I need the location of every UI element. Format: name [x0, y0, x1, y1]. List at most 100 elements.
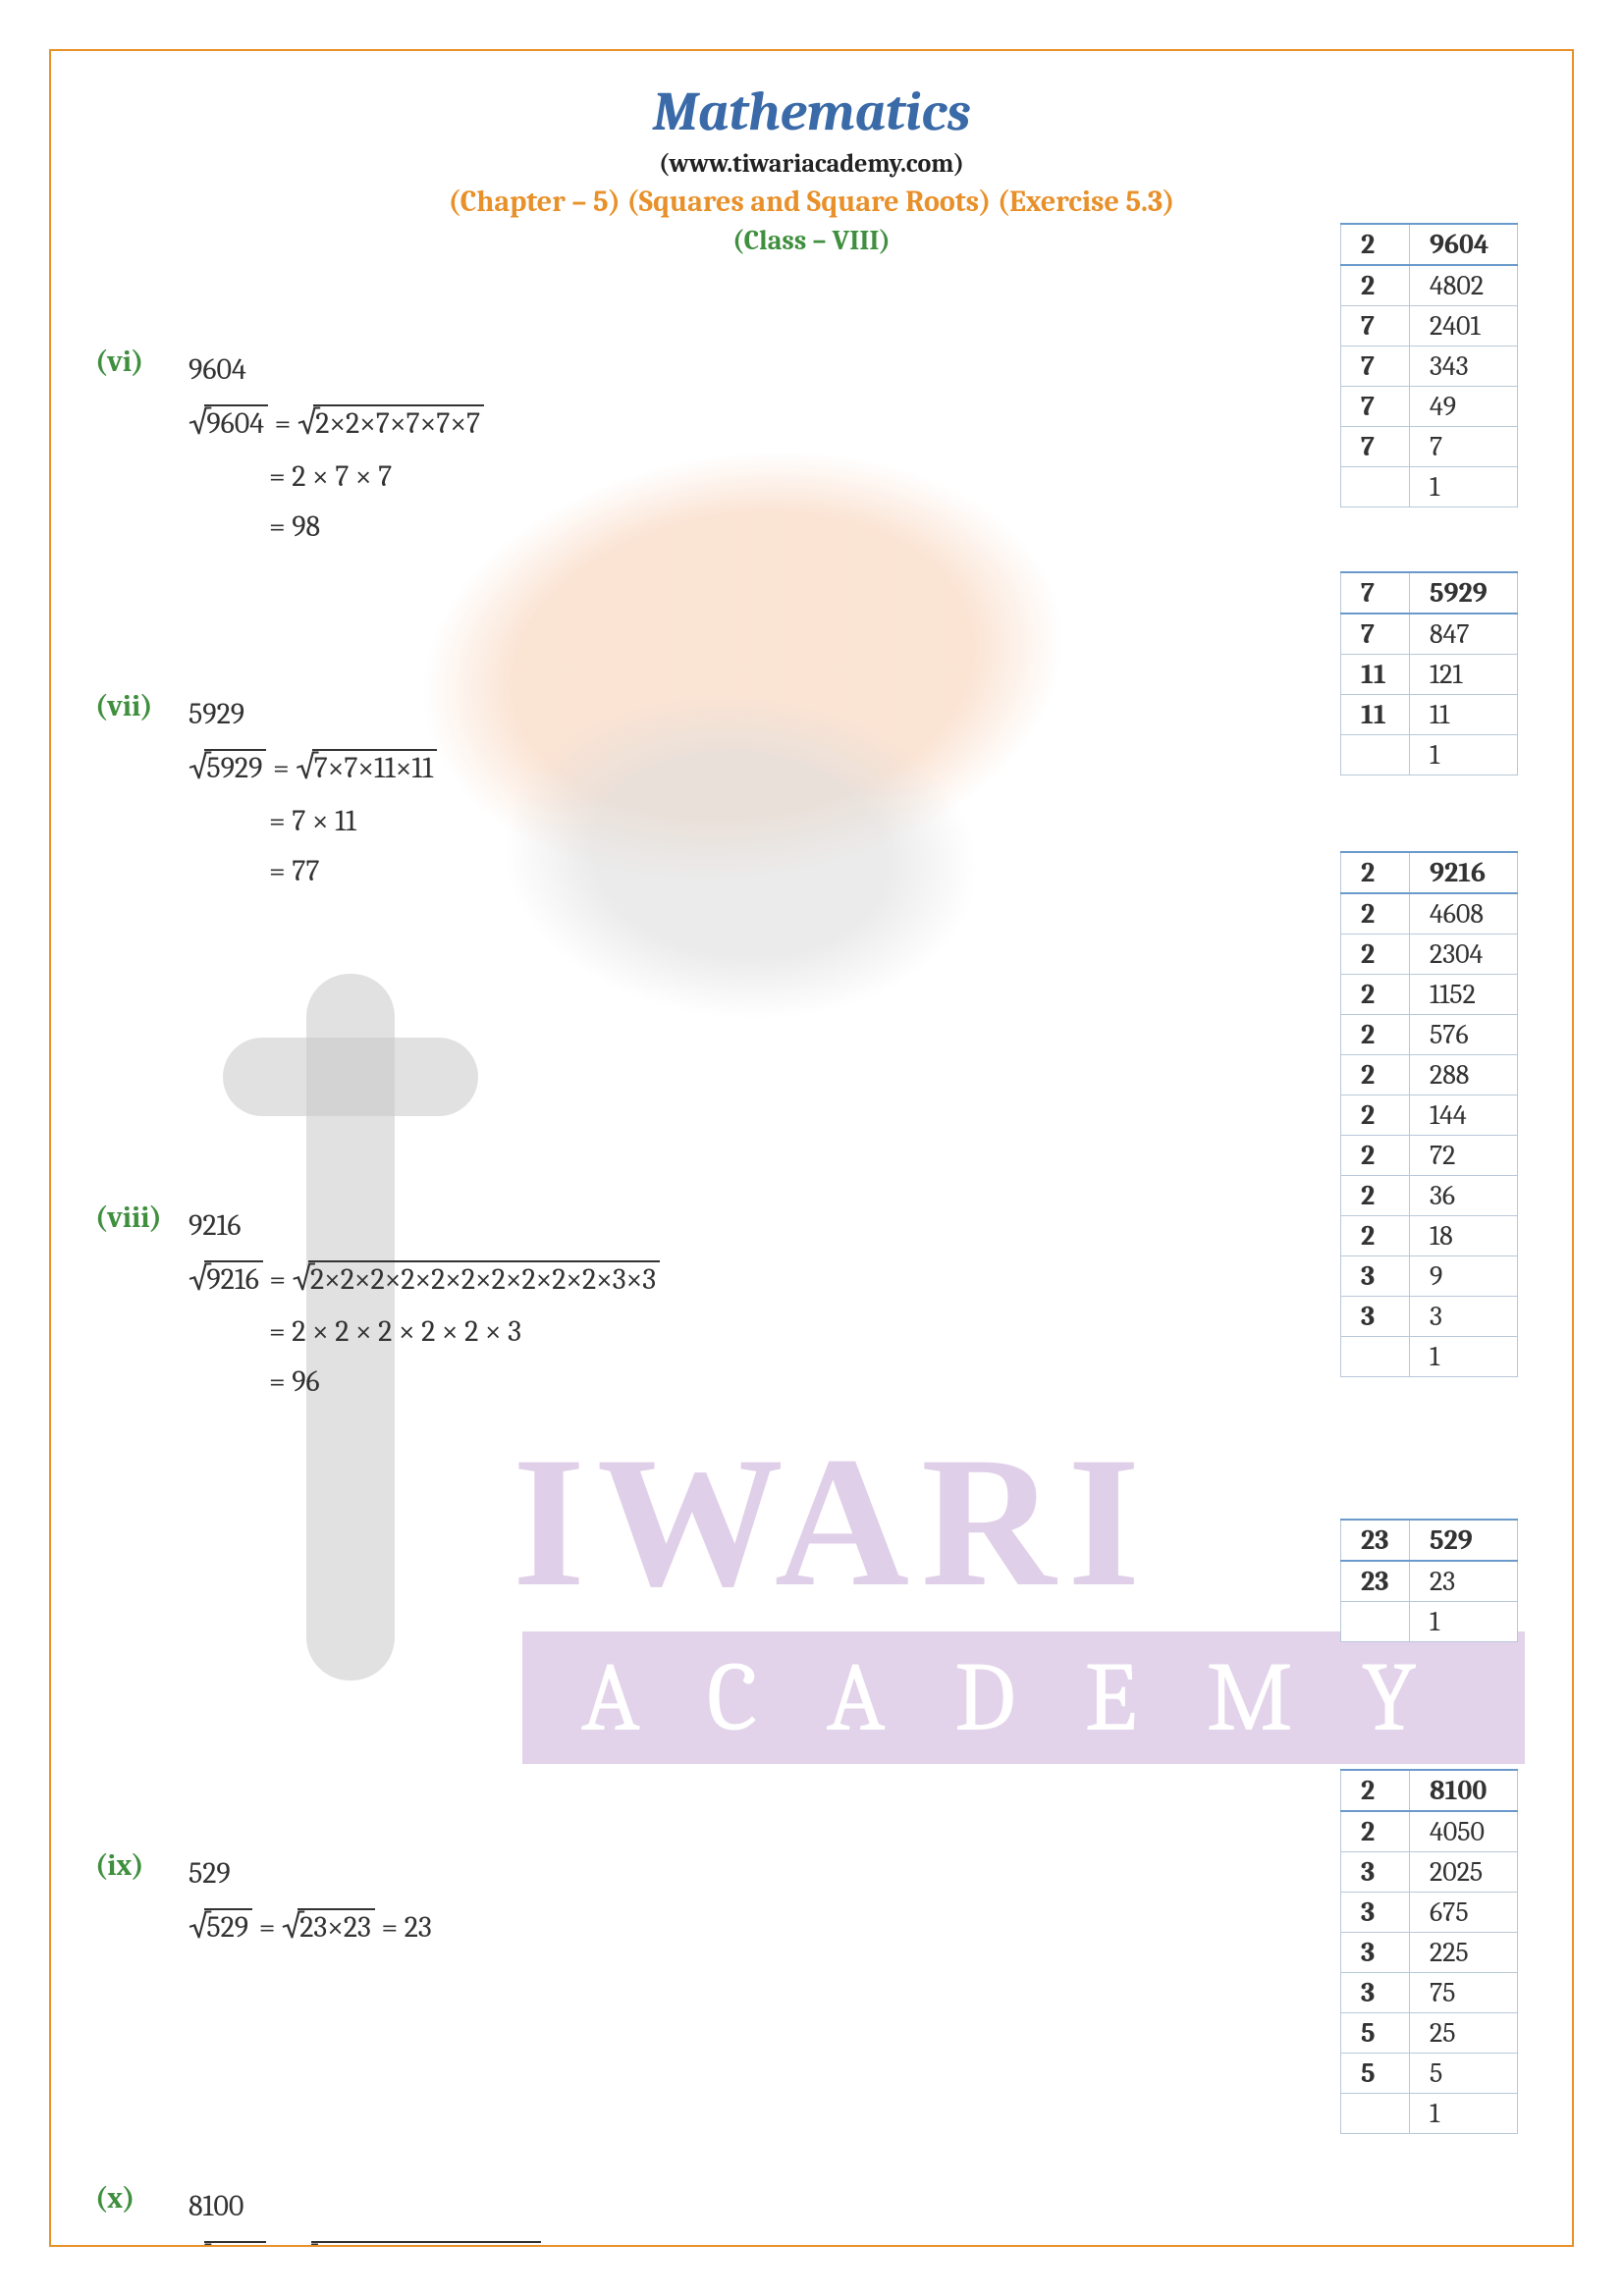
- table-cell: 343: [1410, 347, 1518, 387]
- table-row: 21152: [1341, 975, 1518, 1015]
- table-cell: 2: [1341, 1811, 1410, 1852]
- table-cell: 3: [1341, 1297, 1410, 1337]
- table-row: 1111: [1341, 695, 1518, 735]
- table-row: 1: [1341, 735, 1518, 775]
- table-row: 2288: [1341, 1055, 1518, 1095]
- factor-table: 2352923231: [1340, 1519, 1518, 1642]
- table-cell: 25: [1410, 2013, 1518, 2054]
- table-row: 24802: [1341, 265, 1518, 306]
- table-cell: 1: [1410, 2094, 1518, 2134]
- table-cell: 2025: [1410, 1852, 1518, 1893]
- table-cell: 5: [1410, 2054, 1518, 2094]
- table-cell: 7: [1341, 306, 1410, 347]
- table-cell: 1: [1410, 735, 1518, 775]
- table-row: 525: [1341, 2013, 1518, 2054]
- table-cell: 121: [1410, 655, 1518, 695]
- table-row: 39: [1341, 1256, 1518, 1297]
- step-result: = 96: [189, 1357, 660, 1407]
- table-cell: 8100: [1410, 1770, 1518, 1811]
- table-cell: [1341, 2094, 1410, 2134]
- table-cell: [1341, 1337, 1410, 1377]
- table-cell: 5: [1341, 2054, 1410, 2094]
- table-cell: 3: [1341, 1852, 1410, 1893]
- table-cell: 11: [1410, 695, 1518, 735]
- table-cell: 3: [1341, 1256, 1410, 1297]
- table-row: 2144: [1341, 1095, 1518, 1136]
- table-cell: 3: [1341, 1933, 1410, 1973]
- table-cell: 7: [1341, 614, 1410, 655]
- table-cell: 847: [1410, 614, 1518, 655]
- table-row: 218: [1341, 1216, 1518, 1256]
- table-row: 32025: [1341, 1852, 1518, 1893]
- table-cell: 11: [1341, 695, 1410, 735]
- roman-numeral: (viii): [95, 1201, 189, 1235]
- table-cell: 7: [1341, 427, 1410, 467]
- table-row: 11121: [1341, 655, 1518, 695]
- step-result: = 98: [189, 502, 484, 552]
- table-cell: 75: [1410, 1973, 1518, 2013]
- table-row: 24050: [1341, 1811, 1518, 1852]
- table-cell: 2: [1341, 265, 1410, 306]
- problem-x: (x)8100√8100 = √2×2×3×3×3×3×5×5= 2 × 3 ×…: [95, 2181, 1528, 2247]
- table-cell: 2: [1341, 1136, 1410, 1176]
- table-cell: 2401: [1410, 306, 1518, 347]
- table-row: 272: [1341, 1136, 1518, 1176]
- table-cell: 3: [1410, 1297, 1518, 1337]
- table-cell: 7: [1341, 387, 1410, 427]
- table-row: 72401: [1341, 306, 1518, 347]
- table-cell: 9604: [1410, 224, 1518, 265]
- table-cell: 1152: [1410, 975, 1518, 1015]
- table-cell: 9: [1410, 1256, 1518, 1297]
- roman-numeral: (vi): [95, 345, 189, 379]
- table-row: 77: [1341, 427, 1518, 467]
- step-simplify: = 2 × 2 × 2 × 2 × 2 × 3: [189, 1307, 660, 1357]
- problem-body: 9216√9216 = √2×2×2×2×2×2×2×2×2×2×3×3= 2 …: [189, 1201, 660, 1408]
- step-result: = 77: [189, 846, 437, 896]
- table-cell: 1: [1410, 467, 1518, 507]
- table-row: 7343: [1341, 347, 1518, 387]
- table-cell: 576: [1410, 1015, 1518, 1055]
- factor-table: 28100240503202536753225375525551: [1340, 1769, 1518, 2134]
- table-cell: 2304: [1410, 934, 1518, 975]
- table-cell: 49: [1410, 387, 1518, 427]
- table-cell: 2: [1341, 852, 1410, 893]
- problem-number: 8100: [189, 2181, 541, 2231]
- table-row: 29604: [1341, 224, 1518, 265]
- table-cell: 675: [1410, 1893, 1518, 1933]
- page-title: Mathematics: [95, 80, 1528, 143]
- table-cell: 4050: [1410, 1811, 1518, 1852]
- table-cell: 23: [1410, 1561, 1518, 1602]
- table-row: 1: [1341, 2094, 1518, 2134]
- table-cell: 9216: [1410, 852, 1518, 893]
- problem-viii: (viii)9216√9216 = √2×2×2×2×2×2×2×2×2×2×3…: [95, 1201, 1528, 1408]
- class-line: (Class – VIII): [95, 225, 1528, 256]
- table-cell: 7: [1410, 427, 1518, 467]
- table-cell: 225: [1410, 1933, 1518, 1973]
- sqrt-equation: √9216 = √2×2×2×2×2×2×2×2×2×2×3×3: [189, 1251, 660, 1308]
- roman-numeral: (x): [95, 2181, 189, 2216]
- table-cell: [1341, 735, 1410, 775]
- problem-vii: (vii)5929√5929 = √7×7×11×11= 7 × 11= 77: [95, 689, 1528, 896]
- table-row: 75929: [1341, 572, 1518, 614]
- problem-body: 529√529 = √23×23 = 23: [189, 1848, 432, 1955]
- table-row: 375: [1341, 1973, 1518, 2013]
- table-cell: 2: [1341, 224, 1410, 265]
- table-row: 749: [1341, 387, 1518, 427]
- sqrt-equation: √9604 = √2×2×7×7×7×7: [189, 395, 484, 452]
- table-row: 23529: [1341, 1520, 1518, 1561]
- table-cell: 2: [1341, 1176, 1410, 1216]
- table-cell: 7: [1341, 572, 1410, 614]
- table-cell: [1341, 467, 1410, 507]
- table-cell: 18: [1410, 1216, 1518, 1256]
- table-cell: [1341, 1602, 1410, 1642]
- problem-number: 9604: [189, 345, 484, 395]
- factor-table: 2960424802724017343749771: [1340, 223, 1518, 507]
- sqrt-equation: √5929 = √7×7×11×11: [189, 739, 437, 796]
- problem-body: 5929√5929 = √7×7×11×11= 7 × 11= 77: [189, 689, 437, 896]
- table-row: 3675: [1341, 1893, 1518, 1933]
- table-cell: 3: [1341, 1973, 1410, 2013]
- table-row: 2576: [1341, 1015, 1518, 1055]
- table-row: 28100: [1341, 1770, 1518, 1811]
- table-cell: 4802: [1410, 265, 1518, 306]
- table-cell: 2: [1341, 1095, 1410, 1136]
